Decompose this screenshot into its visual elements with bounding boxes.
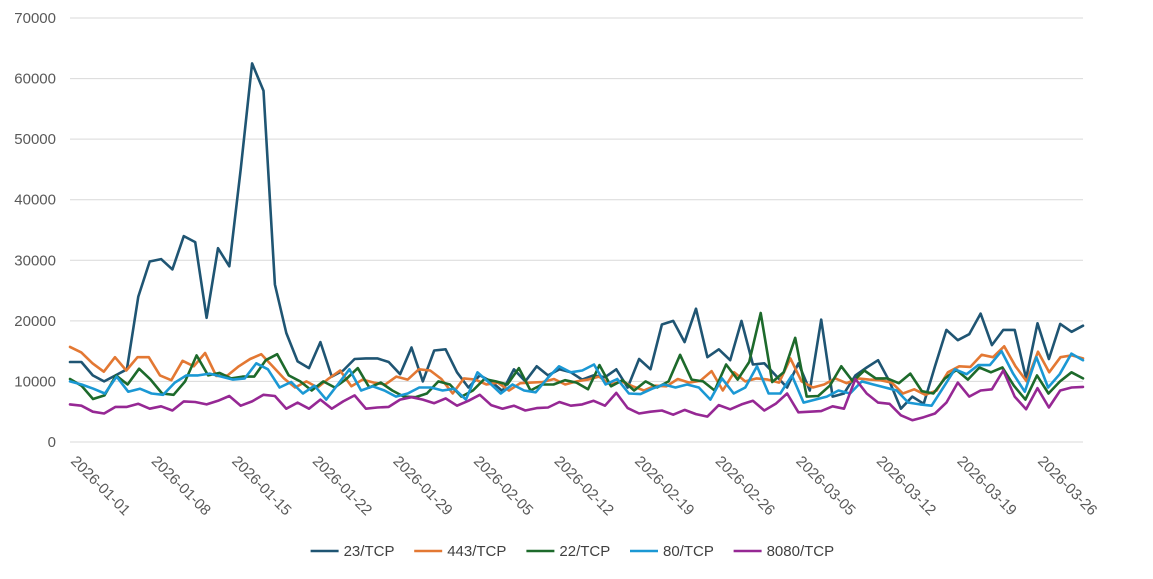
y-tick-label: 20000 <box>14 313 56 330</box>
series-line-8080-tcp <box>68 369 1085 422</box>
x-tick-label: 2026-03-05 <box>792 453 858 519</box>
x-tick-label: 2026-01-08 <box>148 453 214 519</box>
x-tick-label: 2026-02-19 <box>631 453 697 519</box>
series-lines <box>68 62 1085 422</box>
legend-label: 22/TCP <box>559 543 610 560</box>
x-tick-label: 2026-03-19 <box>954 453 1020 519</box>
legend-item: 443/TCP <box>414 543 506 560</box>
legend-label: 80/TCP <box>663 543 714 560</box>
x-tick-label: 2026-01-29 <box>389 453 455 519</box>
legend-label: 443/TCP <box>447 543 506 560</box>
series-line-23-tcp <box>68 62 1085 411</box>
series-line-22-tcp <box>68 311 1085 401</box>
x-tick-label: 2026-01-15 <box>228 453 294 519</box>
legend-item: 22/TCP <box>526 543 610 560</box>
legend-item: 80/TCP <box>630 543 714 560</box>
y-tick-label: 70000 <box>14 10 56 27</box>
y-tick-label: 30000 <box>14 252 56 269</box>
y-axis-tick-labels: 0 10000 20000 30000 40000 50000 60000 70000 <box>14 10 56 451</box>
y-tick-label: 50000 <box>14 131 56 148</box>
x-tick-label: 2026-01-01 <box>67 453 133 519</box>
y-tick-label: 60000 <box>14 71 56 88</box>
legend-label: 23/TCP <box>344 543 395 560</box>
x-tick-label: 2026-01-22 <box>309 453 375 519</box>
y-tick-label: 10000 <box>14 373 56 390</box>
y-tick-label: 0 <box>48 434 56 451</box>
legend-label: 8080/TCP <box>767 543 835 560</box>
legend-item: 8080/TCP <box>733 543 835 560</box>
x-axis-tick-labels: 2026-01-01 2026-01-08 2026-01-15 2026-01-22… <box>67 453 1100 519</box>
legend: 23/TCP 443/TCP 22/TCP 80/TCP 8080/TCP <box>310 543 835 560</box>
x-tick-label: 2026-02-12 <box>551 453 617 519</box>
x-tick-label: 2026-02-26 <box>712 453 778 519</box>
x-tick-label: 2026-03-26 <box>1034 453 1100 519</box>
legend-item: 23/TCP <box>310 543 395 560</box>
x-tick-label: 2026-02-05 <box>470 453 536 519</box>
y-tick-label: 40000 <box>14 192 56 209</box>
series-line-80-tcp <box>68 349 1085 408</box>
gridlines <box>70 17 1083 382</box>
x-tick-label: 2026-03-12 <box>873 453 939 519</box>
